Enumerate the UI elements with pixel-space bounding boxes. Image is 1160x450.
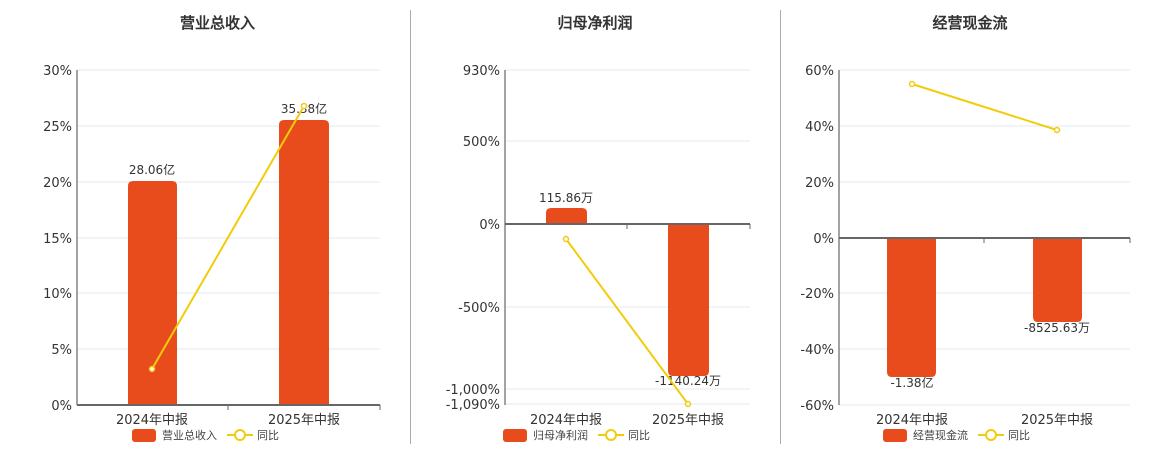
net-profit-chart: 930% 500% 0% -500% -1,000% -1,090% 115.8… [446,64,751,428]
line-legend-icon [227,429,253,441]
yoy-point[interactable] [562,235,570,243]
svg-text:-60%: -60% [800,399,834,414]
svg-text:40%: 40% [805,120,834,135]
y-axis-ticks: 930% 500% 0% -500% -1,000% -1,090% [446,64,500,413]
svg-text:2024年中报: 2024年中报 [530,413,602,428]
gridlines [77,69,380,350]
yoy-line [151,105,305,370]
line-legend-label: 同比 [257,429,279,442]
yoy-point[interactable] [148,365,156,373]
svg-text:2025年中报: 2025年中报 [268,413,340,428]
svg-text:-1,090%: -1,090% [446,398,500,413]
yoy-point[interactable] [684,400,692,408]
x-axis-labels: 2024年中报 2025年中报 [530,413,724,428]
bar-2024[interactable] [128,181,177,405]
line-legend-label: 同比 [1008,429,1030,442]
legend[interactable]: 营业总收入 同比 [132,427,279,443]
svg-text:2024年中报: 2024年中报 [876,413,948,428]
line-legend-label: 同比 [628,429,650,442]
bar-legend-swatch [503,428,527,442]
bar-legend-swatch [883,428,907,442]
legend[interactable]: 经营现金流 同比 [883,427,1030,443]
bar-legend-label: 经营现金流 [913,429,968,442]
svg-text:2025年中报: 2025年中报 [652,413,724,428]
bar-2024[interactable] [546,208,587,224]
svg-text:20%: 20% [43,176,72,191]
svg-text:-1140.24万: -1140.24万 [655,374,721,388]
svg-text:2024年中报: 2024年中报 [116,413,188,428]
yoy-line [911,83,1058,131]
divider [780,10,781,444]
svg-text:2025年中报: 2025年中报 [1021,413,1093,428]
yoy-point[interactable] [1053,126,1061,134]
bar-2025[interactable] [1033,238,1082,322]
svg-text:0%: 0% [813,232,834,247]
svg-text:5%: 5% [51,343,72,358]
divider [410,10,411,444]
svg-text:0%: 0% [51,399,72,414]
revenue-chart: 30% 25% 20% 15% 10% 5% 0% 28.06亿 35.38亿 … [43,64,381,428]
chart-title: 营业总收入 [179,14,255,32]
svg-text:20%: 20% [805,176,834,191]
svg-text:115.86万: 115.86万 [539,191,593,205]
x-axis-labels: 2024年中报 2025年中报 [876,413,1093,428]
y-axis-ticks: 30% 25% 20% 15% 10% 5% 0% [43,64,72,414]
gridlines [505,69,750,405]
bar-2024[interactable] [887,238,936,377]
svg-text:15%: 15% [43,232,72,247]
yoy-point[interactable] [908,80,916,88]
panel-revenue: 营业总收入 30% 25% 20% 15% 10% 5% 0% 28.06亿 3… [0,0,410,450]
svg-text:-1.38亿: -1.38亿 [890,375,933,390]
line-legend-icon [598,429,624,441]
bar-legend-label: 营业总收入 [162,429,217,442]
x-axis-labels: 2024年中报 2025年中报 [116,413,340,428]
svg-text:-500%: -500% [458,301,500,316]
svg-text:-40%: -40% [800,343,834,358]
yoy-line [565,238,689,405]
bar-2025[interactable] [279,120,329,405]
chart-title: 经营现金流 [932,14,1008,32]
svg-text:60%: 60% [805,64,834,79]
svg-text:30%: 30% [43,64,72,79]
svg-text:500%: 500% [463,135,500,150]
y-axis-ticks: 60% 40% 20% 0% -20% -40% -60% [800,64,834,414]
svg-text:10%: 10% [43,287,72,302]
svg-text:-1,000%: -1,000% [446,383,500,398]
svg-text:25%: 25% [43,120,72,135]
bar-labels: -1.38亿 -8525.63万 [890,321,1090,390]
bar-legend-label: 归母净利润 [533,429,588,442]
chart-title: 归母净利润 [557,14,633,32]
svg-text:0%: 0% [479,218,500,233]
svg-text:930%: 930% [463,64,500,79]
panel-operating-cash-flow: 经营现金流 60% 40% 20% 0% -20% -40% -60% -1.3… [780,0,1160,450]
bar-2025[interactable] [668,224,709,376]
bar-legend-swatch [132,428,156,442]
cash-flow-chart: 60% 40% 20% 0% -20% -40% -60% -1.38亿 -85… [800,64,1131,428]
svg-text:28.06亿: 28.06亿 [129,162,175,177]
legend[interactable]: 归母净利润 同比 [503,427,650,443]
yoy-point[interactable] [300,102,308,110]
panel-net-profit: 归母净利润 930% 500% 0% -500% -1,000% -1,090%… [410,0,780,450]
svg-text:-8525.63万: -8525.63万 [1024,321,1090,335]
line-legend-icon [978,429,1004,441]
svg-text:-20%: -20% [800,287,834,302]
bar-labels: 115.86万 -1140.24万 [539,191,721,388]
